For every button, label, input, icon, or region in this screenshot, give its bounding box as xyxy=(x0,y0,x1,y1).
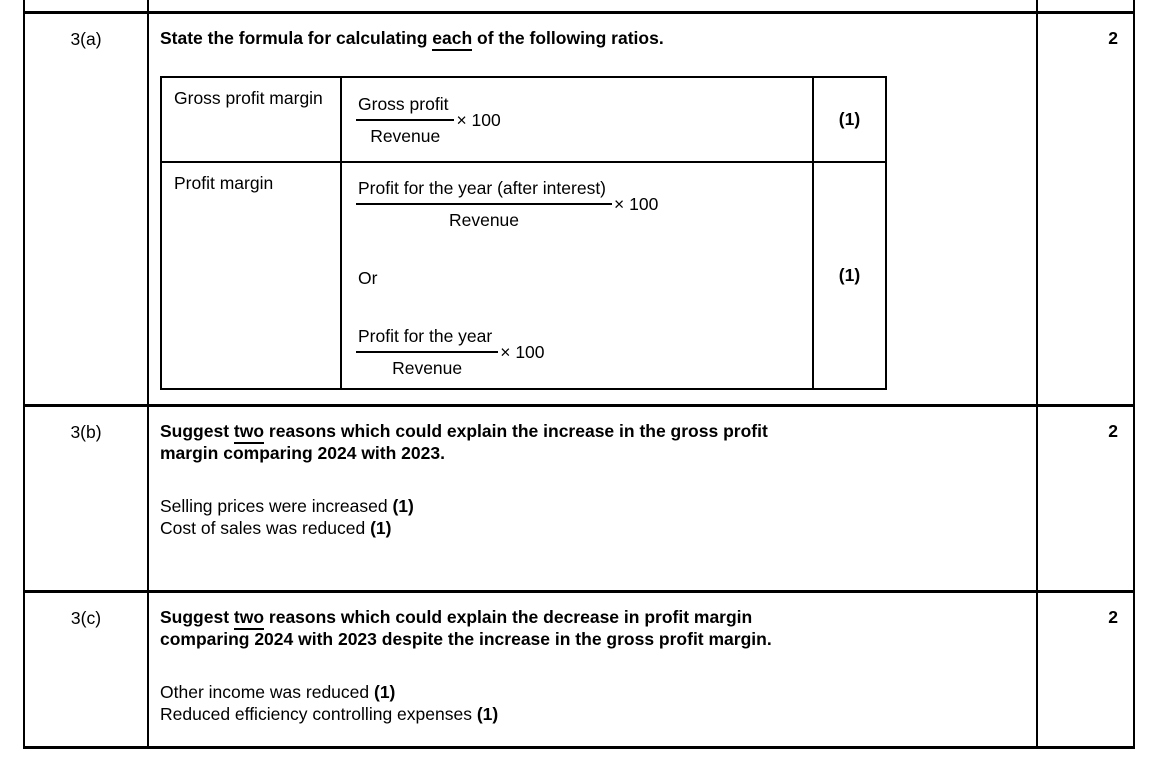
ratio-formula-cell: Profit for the year (after interest) Rev… xyxy=(342,163,814,388)
formula-fraction: Gross profit Revenue × 100 xyxy=(356,93,802,147)
question-text-part: margin comparing 2024 with 2023. xyxy=(160,443,445,463)
fraction: Profit for the year (after interest) Rev… xyxy=(356,177,613,231)
answer-text: Other income was reduced xyxy=(160,682,374,702)
fraction-numerator: Gross profit xyxy=(356,93,455,121)
ratio-row-profit-margin: Profit margin Profit for the year (after… xyxy=(162,161,885,388)
ratio-row-gross-profit-margin: Gross profit margin Gross profit Revenue… xyxy=(162,78,885,161)
answer-line: Reduced efficiency controlling expenses … xyxy=(160,703,1020,725)
previous-row-remnant xyxy=(25,0,1133,11)
question-underlined-word: two xyxy=(233,607,265,630)
answer-text: Cost of sales was reduced xyxy=(160,518,371,538)
question-text-part: of the following ratios. xyxy=(472,28,664,48)
question-underlined-word: two xyxy=(233,421,265,444)
fraction-denominator: Revenue xyxy=(392,358,463,378)
question-number-cell xyxy=(25,0,149,11)
ratio-formula-table: Gross profit margin Gross profit Revenue… xyxy=(160,76,887,390)
answer-cell: State the formula for calculating each o… xyxy=(149,14,1038,404)
answer-lines: Selling prices were increased (1) Cost o… xyxy=(160,495,1020,539)
question-text-part: comparing 2024 with 2023 despite the inc… xyxy=(160,629,772,649)
marks-cell: 2 xyxy=(1038,593,1133,746)
answer-lines: Other income was reduced (1) Reduced eff… xyxy=(160,681,1020,725)
answer-text: Reduced efficiency controlling expenses xyxy=(160,704,477,724)
answer-cell xyxy=(149,0,1038,11)
mark-scheme-table: 3(a) State the formula for calculating e… xyxy=(23,0,1135,749)
question-number: 3(c) xyxy=(70,608,102,628)
table-row-3a: 3(a) State the formula for calculating e… xyxy=(25,11,1133,404)
question-text-part: reasons which could explain the decrease… xyxy=(264,607,753,627)
fraction-numerator: Profit for the year xyxy=(356,325,499,353)
ratio-label: Profit margin xyxy=(162,163,342,388)
fraction-multiplier: × 100 xyxy=(456,110,501,130)
question-text-part: Suggest xyxy=(160,421,234,441)
question-text-part: Suggest xyxy=(160,607,234,627)
question-text: Suggest two reasons which could explain … xyxy=(160,420,1020,464)
question-number-cell: 3(a) xyxy=(25,14,149,404)
fraction-multiplier: × 100 xyxy=(500,342,545,362)
table-row-3c: 3(c) Suggest two reasons which could exp… xyxy=(25,590,1133,746)
question-number: 3(a) xyxy=(70,29,102,49)
inline-mark: (1) xyxy=(370,518,392,538)
ratio-formula-cell: Gross profit Revenue × 100 xyxy=(342,78,814,161)
question-number-cell: 3(b) xyxy=(25,407,149,590)
question-text: State the formula for calculating each o… xyxy=(160,27,1020,51)
answer-cell: Suggest two reasons which could explain … xyxy=(149,407,1038,590)
answer-cell: Suggest two reasons which could explain … xyxy=(149,593,1038,746)
fraction-denominator: Revenue xyxy=(370,126,441,146)
answer-line: Cost of sales was reduced (1) xyxy=(160,517,1020,539)
answer-line: Other income was reduced (1) xyxy=(160,681,1020,703)
fraction-numerator: Profit for the year (after interest) xyxy=(356,177,613,205)
marks-value: 2 xyxy=(1108,421,1118,441)
fraction-multiplier: × 100 xyxy=(614,194,659,214)
inline-mark: (1) xyxy=(476,704,499,724)
inline-mark: (1) xyxy=(838,109,861,129)
question-text-part: State the formula for calculating xyxy=(160,28,433,48)
question-text-part: reasons which could explain the increase… xyxy=(264,421,768,441)
fraction: Profit for the year Revenue xyxy=(356,325,499,379)
marks-cell: 2 xyxy=(1038,14,1133,404)
table-row-3b: 3(b) Suggest two reasons which could exp… xyxy=(25,404,1133,590)
marks-cell: 2 xyxy=(1038,407,1133,590)
question-underlined-word: each xyxy=(432,28,473,51)
inline-mark: (1) xyxy=(392,496,414,516)
marks-value: 2 xyxy=(1108,607,1118,627)
question-number-cell: 3(c) xyxy=(25,593,149,746)
answer-text: Selling prices were increased xyxy=(160,496,393,516)
formula-fraction: Profit for the year Revenue × 100 xyxy=(356,325,802,379)
answer-line: Selling prices were increased (1) xyxy=(160,495,1020,517)
marks-value: 2 xyxy=(1108,28,1118,48)
inline-mark: (1) xyxy=(838,265,861,285)
ratio-label: Gross profit margin xyxy=(162,78,342,161)
formula-fraction: Profit for the year (after interest) Rev… xyxy=(356,177,802,231)
fraction: Gross profit Revenue xyxy=(356,93,455,147)
or-label: Or xyxy=(358,268,378,288)
inline-mark: (1) xyxy=(374,682,396,702)
marks-cell xyxy=(1038,0,1133,11)
fraction-denominator: Revenue xyxy=(448,210,520,230)
question-text: Suggest two reasons which could explain … xyxy=(160,606,1020,650)
question-number: 3(b) xyxy=(70,422,102,442)
